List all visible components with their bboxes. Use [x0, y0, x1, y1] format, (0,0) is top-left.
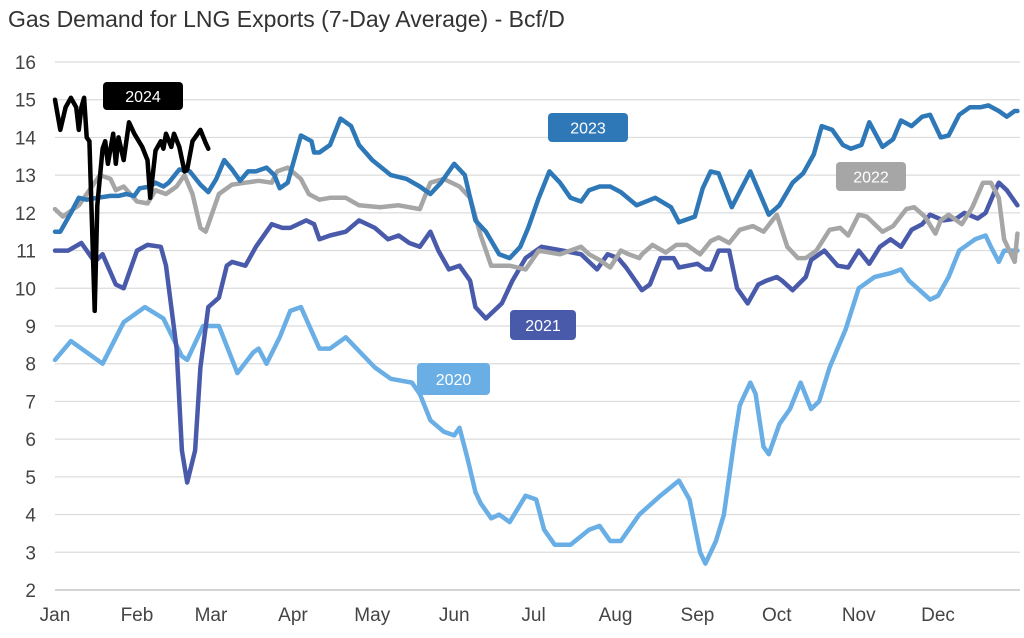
label-text: 2022: [853, 170, 889, 187]
series-label-2021: 2021: [510, 310, 576, 340]
y-tick-label: 14: [15, 128, 37, 149]
label-text: 2021: [525, 318, 561, 335]
series-line-2024: [52, 95, 211, 314]
y-tick-label: 16: [15, 53, 36, 74]
series-line-2020: [52, 233, 1020, 566]
series-labels: 2020 2021 2022 2023 2024: [103, 82, 906, 395]
x-tick-label: Aug: [599, 605, 633, 626]
y-tick-label: 5: [25, 468, 36, 489]
y-tick-label: 10: [15, 279, 36, 300]
series-label-2024: 2024: [103, 82, 183, 110]
y-tick-label: 12: [15, 204, 36, 225]
y-tick-label: 9: [25, 317, 36, 338]
x-tick-label: Apr: [278, 605, 308, 626]
x-tick-label: Jun: [439, 605, 470, 626]
series-line-2022: [52, 165, 1020, 272]
x-tick-label: Jul: [521, 605, 545, 626]
series-label-2023: 2023: [548, 113, 628, 142]
series-line-2023: [52, 103, 1020, 261]
series-lines: [52, 95, 1020, 566]
label-box: [417, 363, 490, 395]
y-tick-label: 7: [25, 392, 36, 413]
x-tick-label: Nov: [842, 605, 876, 626]
y-tick-label: 6: [25, 430, 36, 451]
x-tick-label: Feb: [121, 605, 154, 626]
chart-title: Gas Demand for LNG Exports (7-Day Averag…: [8, 6, 565, 32]
label-text: 2024: [125, 89, 161, 106]
series-line-2021: [52, 180, 1020, 485]
x-tick-label: Dec: [921, 605, 955, 626]
y-tick-label: 8: [25, 355, 36, 376]
label-text: 2020: [436, 372, 472, 389]
y-axis-ticks: 2 3 4 5 6 7 8 9 10 11 12 13 14 15 16: [15, 53, 37, 602]
y-tick-label: 4: [25, 506, 36, 527]
label-box: [548, 113, 628, 142]
label-box: [103, 82, 183, 110]
label-box: [836, 162, 906, 191]
y-tick-label: 11: [16, 242, 36, 263]
y-tick-label: 3: [25, 543, 36, 564]
label-box: [510, 310, 576, 340]
series-label-2020: 2020: [417, 363, 490, 395]
y-tick-label: 13: [15, 166, 36, 187]
x-tick-label: May: [354, 605, 390, 626]
y-tick-label: 2: [25, 581, 36, 602]
series-label-2022: 2022: [836, 162, 906, 191]
x-tick-label: Mar: [195, 605, 228, 626]
label-text: 2023: [570, 121, 606, 138]
x-axis-ticks: Jan Feb Mar Apr May Jun Jul Aug Sep Oct Nov Dec: [40, 605, 955, 626]
y-tick-label: 15: [15, 91, 36, 112]
x-tick-label: Jan: [40, 605, 71, 626]
x-tick-label: Oct: [762, 605, 792, 626]
x-tick-label: Sep: [681, 605, 715, 626]
